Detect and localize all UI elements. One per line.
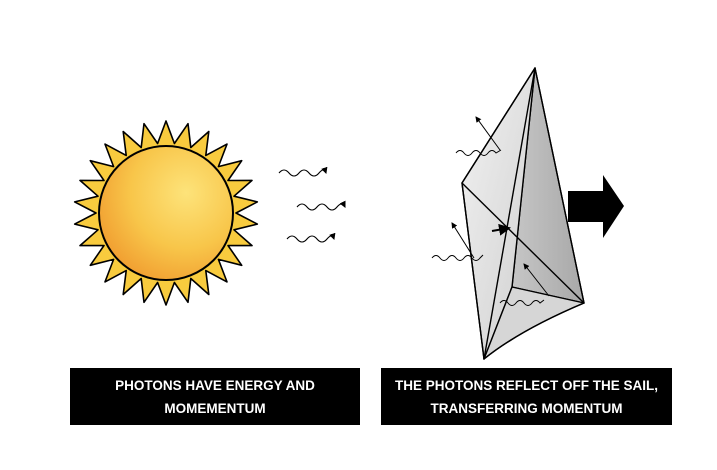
reflected-photons xyxy=(431,116,550,306)
sail-fold-line xyxy=(461,182,585,304)
caption-photons-reflect: THE PHOTONS REFLECT OFF THE SAIL, TRANSF… xyxy=(381,368,672,425)
caption-line: TRANSFERRING MOMENTUM xyxy=(430,400,623,416)
sail-fold-line xyxy=(483,67,536,360)
impact-arrow xyxy=(491,223,511,236)
caption-line: PHOTONS HAVE ENERGY AND xyxy=(115,377,315,393)
wavy-photon-icon xyxy=(455,149,502,156)
wavy-photon-icon xyxy=(499,299,545,306)
reflect-arrow xyxy=(523,263,550,297)
solar-sail-icon xyxy=(461,67,585,360)
reflect-arrow xyxy=(475,116,501,151)
sun-core xyxy=(98,145,234,281)
wavy-photon-icon xyxy=(431,254,484,261)
reflect-arrow xyxy=(451,222,475,259)
caption-line: MOMEMENTUM xyxy=(164,400,266,416)
caption-line: THE PHOTONS REFLECT OFF THE SAIL, xyxy=(394,377,658,393)
sun-icon xyxy=(73,120,259,306)
wavy-photon-icon xyxy=(286,232,336,243)
caption-photons-energy: PHOTONS HAVE ENERGY AND MOMEMENTUM xyxy=(70,368,360,425)
wavy-photon-icon xyxy=(296,200,346,211)
right-arrow-icon xyxy=(568,175,624,238)
incoming-photons xyxy=(278,166,346,243)
wavy-photon-icon xyxy=(278,166,328,177)
